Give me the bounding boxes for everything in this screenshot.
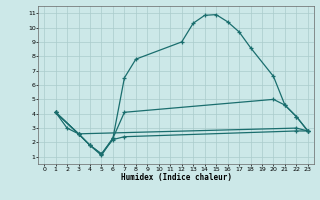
X-axis label: Humidex (Indice chaleur): Humidex (Indice chaleur)	[121, 173, 231, 182]
